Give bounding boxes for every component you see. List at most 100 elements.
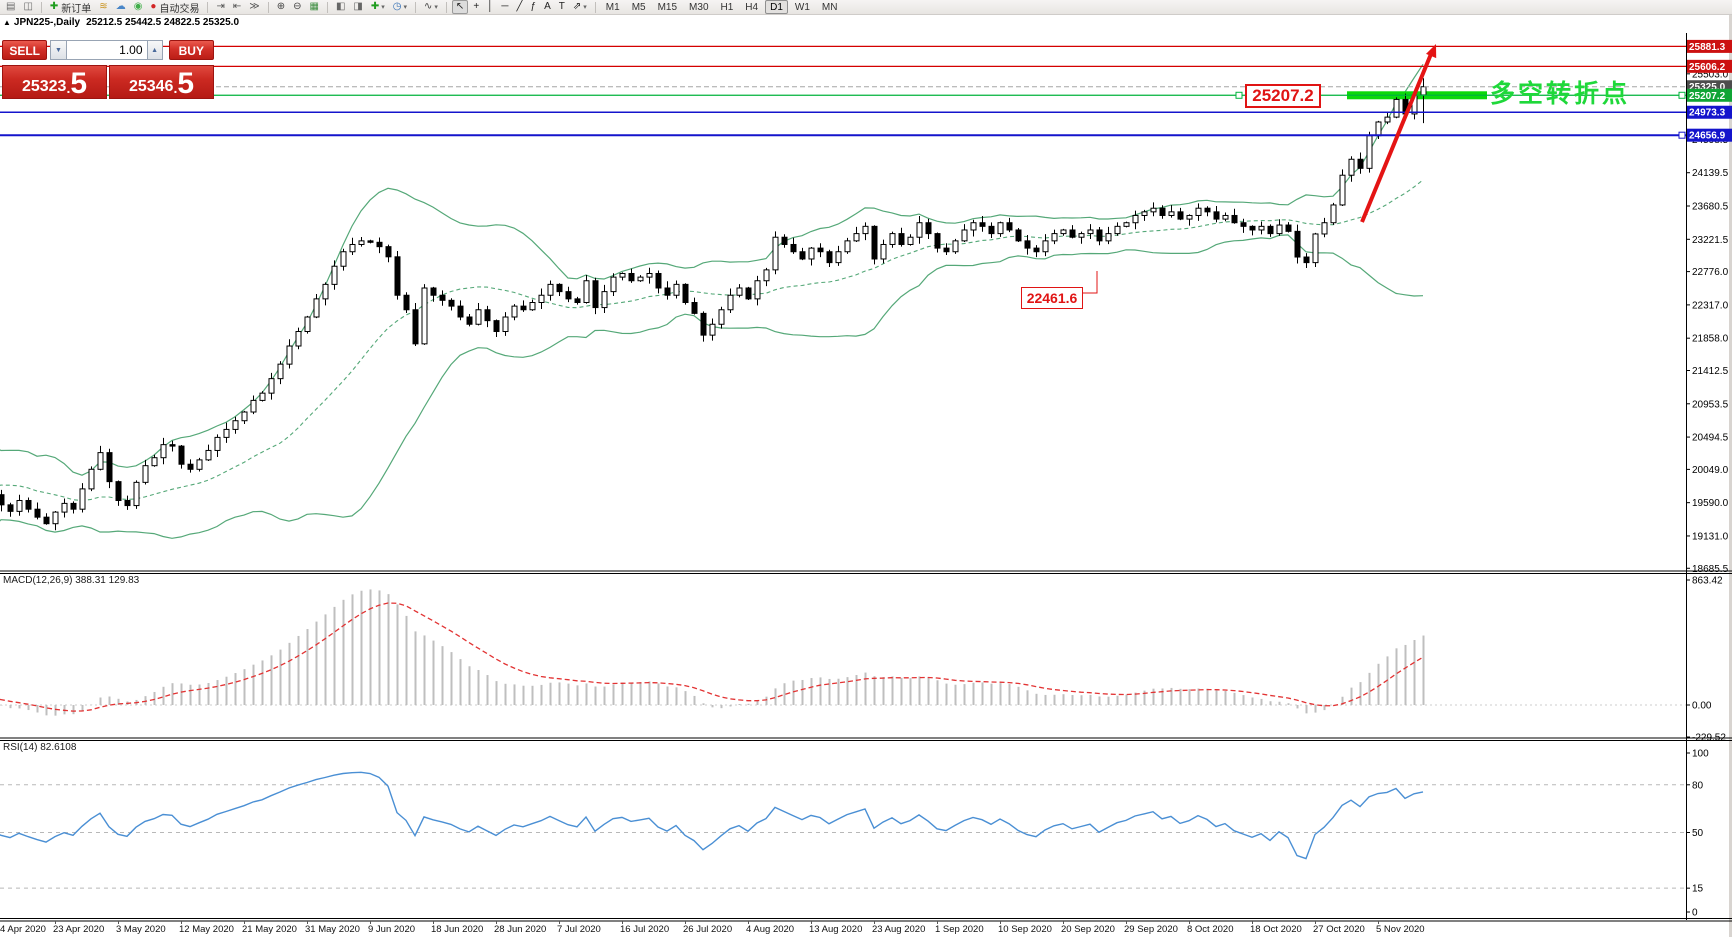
market-watch-icon[interactable]: ◫ [20, 1, 35, 13]
price-tick-label: 19131.0 [1692, 531, 1729, 542]
tile-windows-icon[interactable]: ▦ [307, 1, 322, 13]
timeframe-w1[interactable]: W1 [794, 1, 810, 13]
turning-point-line-price-text: 25207.2 [1689, 91, 1726, 102]
candle-body [1384, 116, 1391, 123]
trend-arrow-head[interactable] [1426, 44, 1437, 59]
add-indicator-button[interactable]: ✚ ▾ [368, 1, 388, 13]
timeframe-h1[interactable]: H1 [720, 1, 734, 13]
chart-autoscroll-icon[interactable]: ≫ [246, 1, 262, 13]
arrows-tool[interactable]: ⇗ ▾ [570, 1, 590, 13]
autotrading-button[interactable]: ● 自动交易 [147, 1, 202, 15]
candle-body [52, 511, 59, 525]
candle-body [151, 457, 158, 467]
text-tool[interactable]: A [541, 1, 554, 13]
candle-body [655, 272, 662, 289]
gold-symbols-icon[interactable]: ≋ [96, 1, 110, 13]
price-tick-label: 25503.0 [1692, 69, 1729, 80]
candle-body [637, 276, 644, 282]
timeframe-m5[interactable]: M5 [631, 1, 646, 13]
candle-body [997, 222, 1004, 235]
sounds-icon[interactable]: ◉ [131, 1, 146, 13]
new-chart-window-icon[interactable]: ▤ [3, 1, 18, 13]
candle-body [79, 488, 86, 510]
volume-decrease-button[interactable]: ▼ [50, 40, 67, 60]
sell-price-big: 5 [70, 67, 88, 100]
candle-body [1294, 230, 1301, 258]
resistance-callout[interactable]: 25207.2 [1245, 84, 1321, 108]
candle-body [187, 463, 194, 470]
timeframe-mn[interactable]: MN [821, 1, 838, 13]
buy-price-big: 5 [177, 67, 195, 100]
fibonacci-tool[interactable]: ƒ [528, 1, 540, 13]
candle-body [88, 468, 95, 490]
chart-shift-end-icon[interactable]: ⇥ [213, 1, 227, 13]
publisher-icon[interactable]: ☁ [113, 1, 129, 13]
buy-price-box[interactable]: 25346. 5 [109, 65, 214, 99]
timeframe-m15[interactable]: M15 [657, 1, 678, 13]
candle-body [1312, 233, 1319, 264]
turning-point-line-handle[interactable] [1678, 91, 1686, 99]
candle-body [1042, 240, 1049, 253]
candle-body [916, 222, 923, 238]
candle-body [700, 312, 707, 336]
profile-next-icon[interactable]: ◨ [350, 1, 365, 13]
rsi-line [0, 771, 1424, 860]
candle-body [250, 399, 257, 413]
support-line-2-price-label [1687, 128, 1732, 142]
periods-button[interactable]: ◷ ▾ [390, 1, 410, 13]
zoom-in-icon[interactable]: ⊕ [274, 1, 288, 13]
support-callout[interactable]: 22461.6 [1021, 287, 1083, 309]
timeframe-h4[interactable]: H4 [745, 1, 759, 13]
candle-body [1096, 229, 1103, 242]
crosshair-tool[interactable]: + [470, 1, 482, 13]
timeframe-d1[interactable]: D1 [765, 0, 788, 14]
volume-increase-button[interactable]: ▲ [146, 40, 163, 60]
tile-windows-icon-icon: ▦ [309, 1, 319, 12]
candle-body [61, 502, 68, 513]
timeframe-m30[interactable]: M30 [689, 1, 709, 13]
trendline-tool[interactable]: ╱ [514, 1, 526, 13]
label-tool[interactable]: T [556, 1, 568, 13]
candle-body [1015, 229, 1022, 242]
date-label: 13 Aug 2020 [809, 924, 862, 935]
candle-body [1060, 229, 1067, 235]
candle-body [196, 459, 203, 470]
date-label: 26 Jul 2020 [683, 924, 732, 935]
zoom-out-icon[interactable]: ⊖ [290, 1, 304, 13]
candle-body [1123, 222, 1130, 227]
vertical-line-tool[interactable]: │ [484, 1, 496, 13]
toolbar: ▤ ◫ ✚ 新订单 ≋ ☁ ◉ ● 自动交易 ⇥ ⇤ ≫ ⊕ ⊖ ▦ ◧ ◨ ✚ ▾ ◷ ▾ ∿ ▾ ↖ + │ ─ ╱ ƒ A T ⇗ ▾ M1… [0, 0, 1732, 15]
collapse-marker-icon[interactable]: ▲ [3, 18, 11, 27]
candle-body [673, 283, 680, 296]
horizontal-line-tool[interactable]: ─ [498, 1, 511, 13]
turning-point-line-handle[interactable] [1235, 91, 1243, 99]
cursor-tool[interactable]: ↖ [451, 0, 469, 14]
date-label: 10 Sep 2020 [998, 924, 1052, 935]
turning-point-annotation[interactable]: 多空转折点 [1490, 80, 1631, 108]
candle-body [1168, 211, 1175, 216]
new-order-button[interactable]: ✚ 新订单 [47, 1, 94, 15]
candle-body [682, 283, 689, 304]
candle-body [988, 225, 995, 235]
candle-body [484, 309, 491, 322]
candle-body [223, 428, 230, 438]
date-label: 23 Apr 2020 [53, 924, 104, 935]
support-line-2-price-text: 24656.9 [1689, 131, 1726, 142]
candle-body [790, 243, 797, 253]
support-line-2-handle[interactable] [1678, 131, 1686, 139]
candle-body [1033, 247, 1040, 253]
buy-button[interactable]: BUY [168, 40, 214, 60]
timeframe-m1[interactable]: M1 [605, 1, 620, 13]
candle-body [1087, 229, 1094, 235]
trend-arrow-line[interactable] [1360, 53, 1433, 223]
sell-button[interactable]: SELL [2, 40, 48, 60]
bollinger-lower-band [0, 234, 1424, 539]
profile-previous-icon[interactable]: ◧ [333, 1, 348, 13]
sell-price-box[interactable]: 25323. 5 [2, 65, 107, 99]
chart-shift-icon[interactable]: ⇤ [230, 1, 244, 13]
candle-body [106, 452, 113, 483]
price-tick-label: 24139.5 [1692, 168, 1729, 179]
chart-type-button[interactable]: ∿ ▾ [421, 1, 441, 13]
volume-input[interactable] [66, 40, 147, 60]
